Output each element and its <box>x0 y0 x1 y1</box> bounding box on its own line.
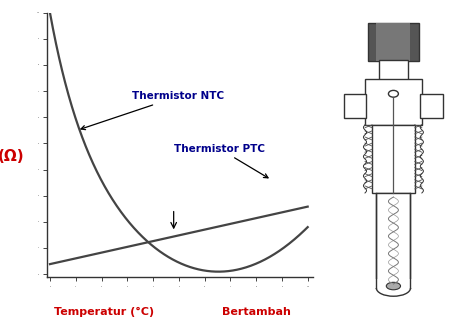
Bar <box>372 125 415 193</box>
Bar <box>375 279 412 288</box>
Ellipse shape <box>376 280 410 296</box>
Text: Temperatur (°C): Temperatur (°C) <box>54 307 155 317</box>
Bar <box>368 23 419 61</box>
Bar <box>379 60 408 80</box>
Bar <box>420 94 443 118</box>
Bar <box>376 23 410 61</box>
Text: (Ω): (Ω) <box>0 149 25 164</box>
Ellipse shape <box>388 90 398 97</box>
Bar <box>344 94 366 118</box>
Bar <box>365 79 422 125</box>
Text: Thermistor NTC: Thermistor NTC <box>81 91 225 130</box>
Bar <box>376 193 410 288</box>
Text: Thermistor PTC: Thermistor PTC <box>173 144 268 178</box>
Text: Bertambah: Bertambah <box>221 307 291 317</box>
Ellipse shape <box>386 282 401 290</box>
